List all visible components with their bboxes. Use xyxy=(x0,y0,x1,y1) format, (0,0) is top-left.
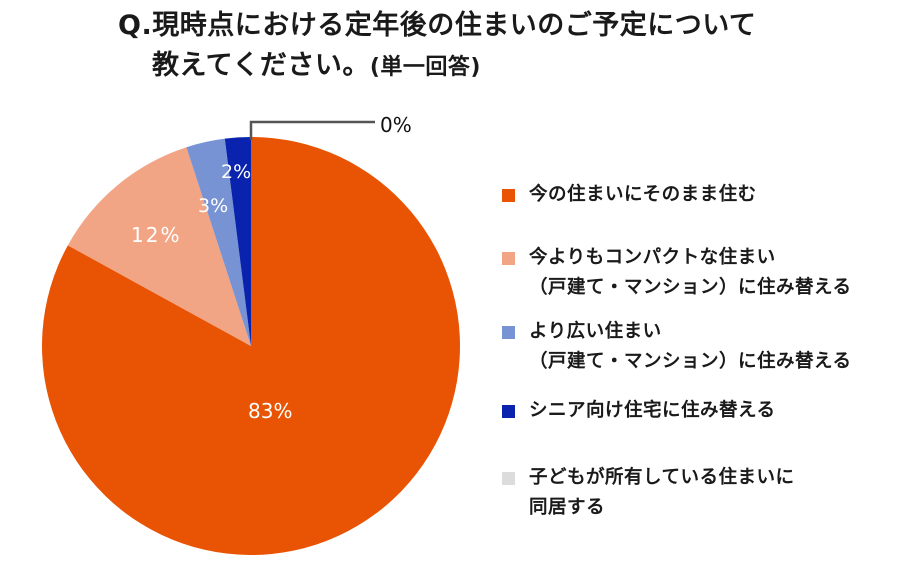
chart-title: Q.現時点における定年後の住まいのご予定について 教えてください。(単一回答) xyxy=(118,6,756,88)
legend-item-stay: 今の住まいにそのまま住む xyxy=(502,180,757,210)
pie-slice xyxy=(186,138,251,346)
legend-swatch xyxy=(502,326,515,339)
title-line-2: 教えてください。(単一回答) xyxy=(152,50,481,81)
legend-swatch xyxy=(502,405,515,418)
legend-item-compact: 今よりもコンパクトな住まい （戸建て・マンション）に住み替える xyxy=(502,243,851,303)
label-3-pct: 3% xyxy=(198,195,228,217)
pie-slice xyxy=(224,137,251,346)
pie-slice xyxy=(67,147,252,346)
label-2-pct: 2% xyxy=(221,161,251,183)
legend-swatch xyxy=(502,189,515,202)
label-zero-pct: 0% xyxy=(380,113,412,137)
pie-slices xyxy=(41,137,460,555)
legend-item-child-home: 子どもが所有している住まいに 同居する xyxy=(502,463,794,523)
title-answer-type: (単一回答) xyxy=(369,55,481,80)
zero-leader-line xyxy=(249,120,375,140)
legend-swatch xyxy=(502,472,515,485)
title-line-1: Q.現時点における定年後の住まいのご予定について xyxy=(118,10,757,41)
legend-item-senior: シニア向け住宅に住み替える xyxy=(502,396,775,426)
label-12-pct: 12% xyxy=(131,223,181,247)
label-83-pct: 83% xyxy=(248,399,292,423)
legend-swatch xyxy=(502,252,515,265)
legend-item-larger: より広い住まい （戸建て・マンション）に住み替える xyxy=(502,317,851,377)
